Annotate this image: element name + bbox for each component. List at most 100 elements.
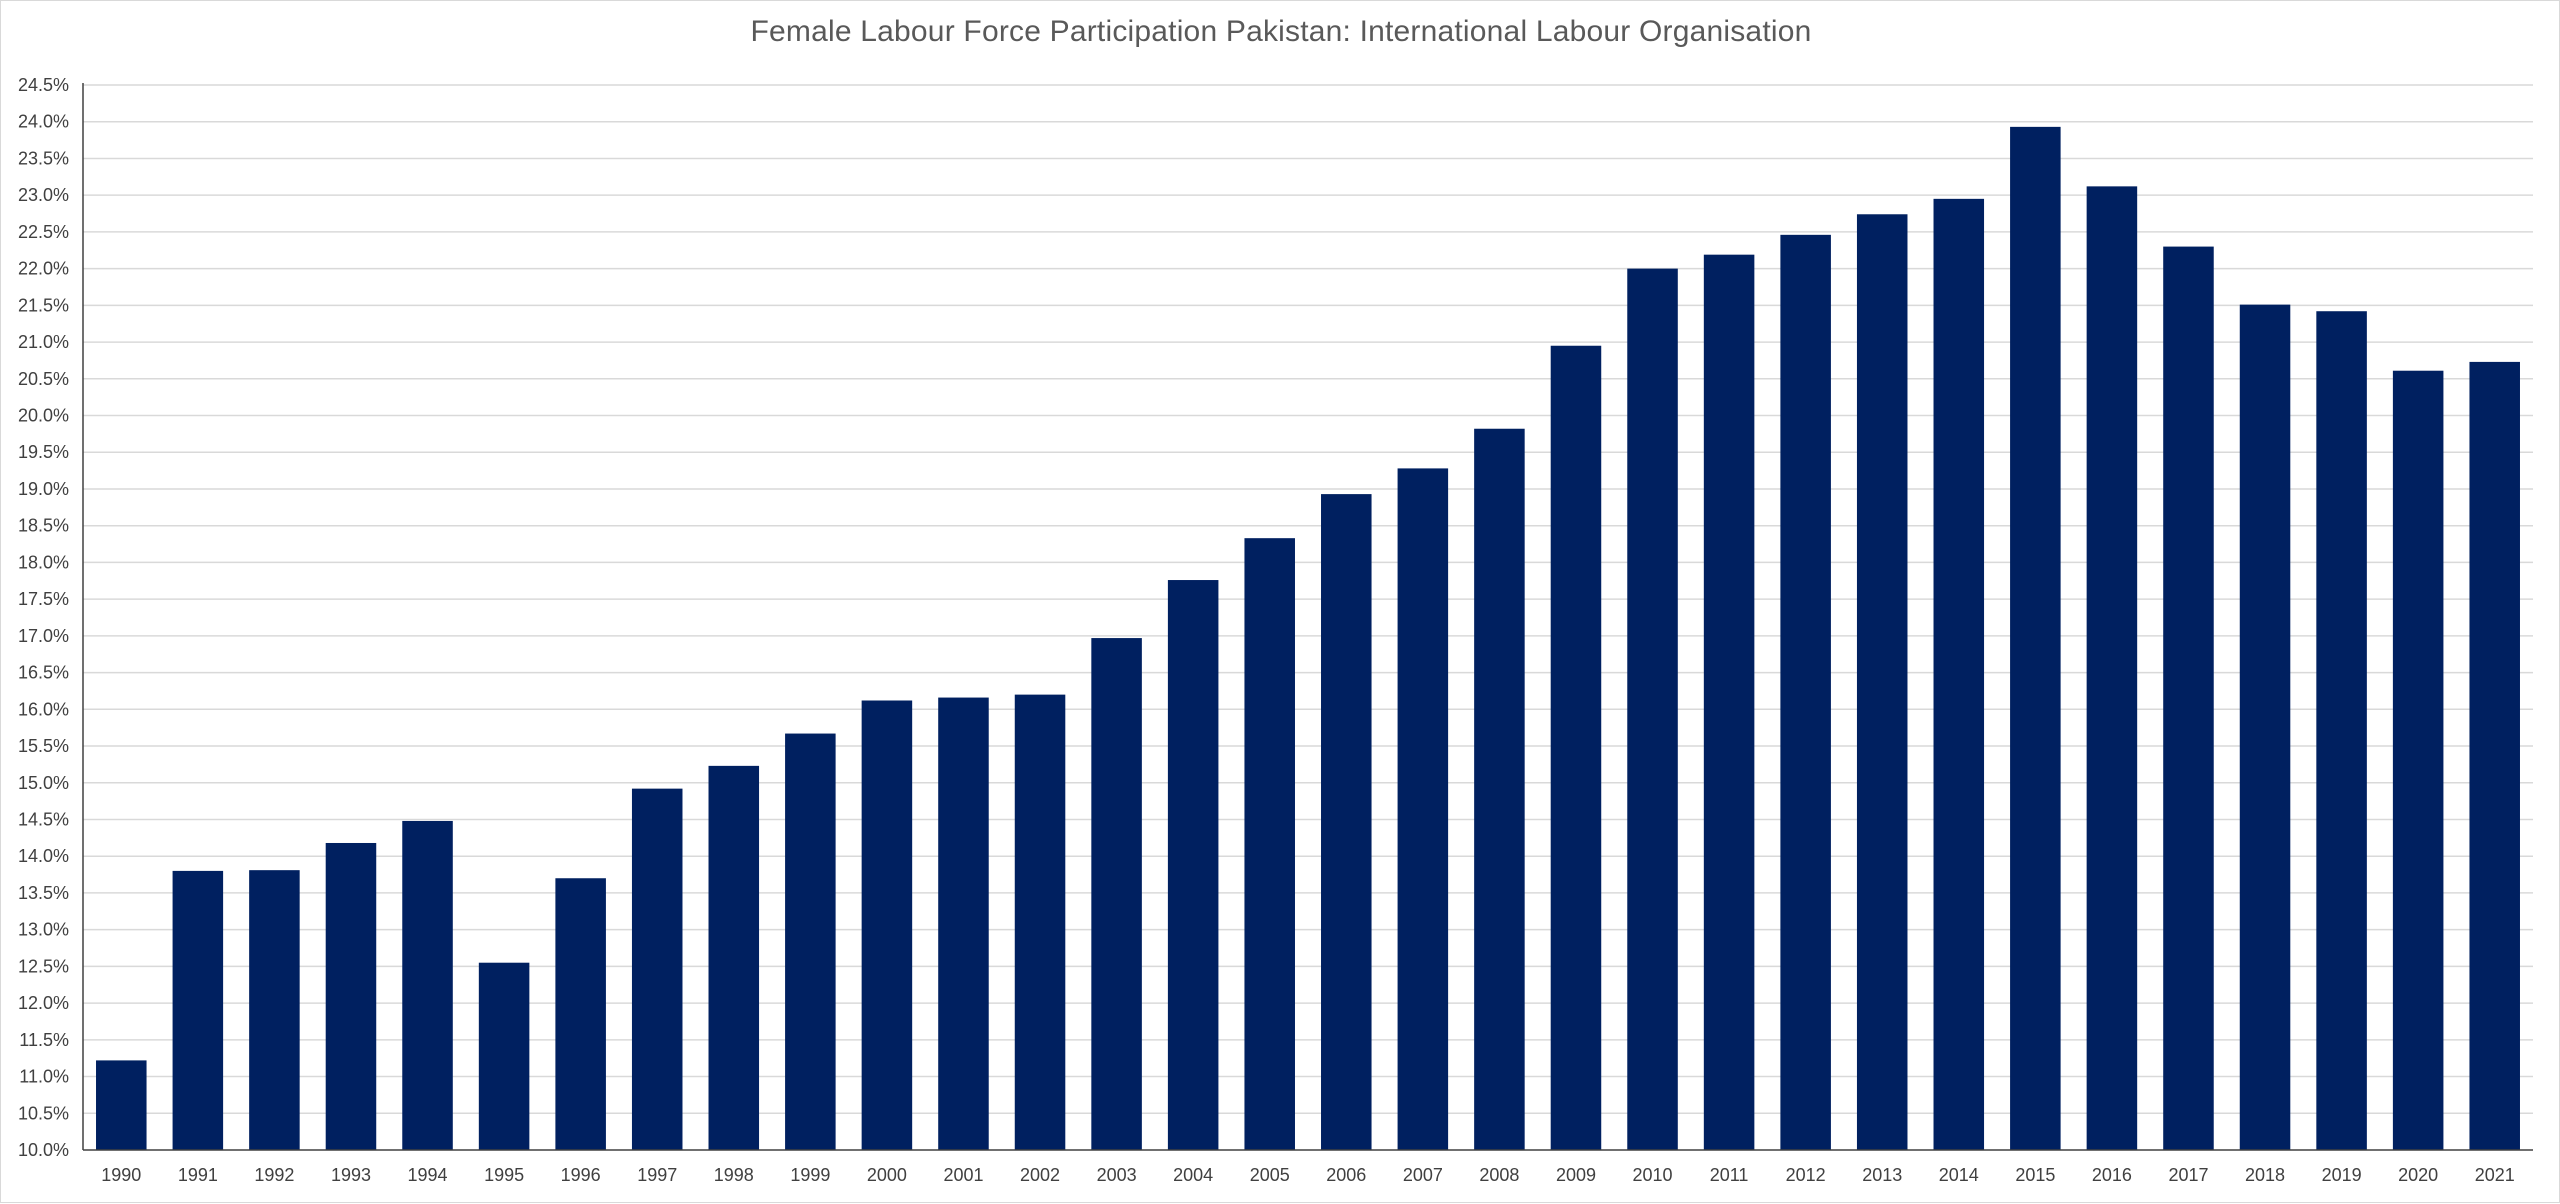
y-tick-label: 13.0% <box>18 920 69 940</box>
x-tick-label: 2012 <box>1786 1165 1826 1185</box>
bar-1993 <box>325 842 377 1150</box>
chart-title: Female Labour Force Participation Pakist… <box>750 15 1812 48</box>
y-tick-label: 20.0% <box>18 406 69 426</box>
bar-2011 <box>1703 254 1755 1150</box>
x-tick-label: 2020 <box>2398 1165 2438 1185</box>
x-tick-label: 2017 <box>2168 1165 2208 1185</box>
x-tick-label: 2014 <box>1939 1165 1979 1185</box>
bar-1991 <box>172 870 224 1150</box>
bar-1994 <box>402 820 453 1150</box>
bar-2019 <box>2316 311 2367 1150</box>
y-tick-label: 21.0% <box>18 332 69 352</box>
bar-2018 <box>2239 304 2291 1150</box>
y-tick-label: 20.5% <box>18 369 69 389</box>
x-tick-label: 2015 <box>2015 1165 2055 1185</box>
y-tick-label: 14.0% <box>18 846 69 866</box>
x-tick-label: 2009 <box>1556 1165 1596 1185</box>
y-tick-label: 10.5% <box>18 1103 69 1123</box>
x-tick-label: 1992 <box>254 1165 294 1185</box>
bar-1998 <box>708 765 760 1150</box>
y-tick-label: 15.0% <box>18 773 69 793</box>
y-tick-label: 23.0% <box>18 185 69 205</box>
y-tick-label: 24.5% <box>18 75 69 95</box>
bar-2002 <box>1014 694 1066 1150</box>
y-tick-label: 10.0% <box>18 1140 69 1160</box>
y-tick-label: 15.5% <box>18 736 69 756</box>
bar-2014 <box>1933 198 1985 1150</box>
bar-2003 <box>1091 638 1142 1150</box>
bar-2001 <box>938 697 989 1150</box>
x-tick-label: 2006 <box>1326 1165 1366 1185</box>
x-tick-label: 1990 <box>101 1165 141 1185</box>
x-tick-label: 2005 <box>1250 1165 1290 1185</box>
y-tick-label: 19.0% <box>18 479 69 499</box>
bar-2007 <box>1397 468 1449 1150</box>
x-tick-label: 2001 <box>943 1165 983 1185</box>
x-tick-label: 2003 <box>1097 1165 1137 1185</box>
x-tick-labels: 1990 1991 1992 1993 1994 1995 1996 1997 1998 1999… <box>101 1165 2514 1185</box>
bar-2010 <box>1627 268 1678 1150</box>
bar-1990 <box>96 1060 147 1150</box>
bar-2017 <box>2163 246 2214 1151</box>
bar-2015 <box>2010 126 2061 1150</box>
x-tick-label: 2016 <box>2092 1165 2132 1185</box>
bar-2016 <box>2086 186 2138 1150</box>
bar-1997 <box>631 788 683 1150</box>
bar-2009 <box>1550 345 1602 1150</box>
bar-1995 <box>478 962 530 1150</box>
y-tick-label: 18.5% <box>18 516 69 536</box>
x-tick-label: 2021 <box>2475 1165 2515 1185</box>
y-tick-label: 11.5% <box>19 1030 69 1050</box>
bar-2013 <box>1856 214 1908 1150</box>
x-tick-label: 1993 <box>331 1165 371 1185</box>
x-tick-label: 1997 <box>637 1165 677 1185</box>
x-tick-label: 2008 <box>1479 1165 1519 1185</box>
y-tick-label: 11.0% <box>19 1067 69 1087</box>
y-tick-label: 21.5% <box>18 295 69 315</box>
x-tick-label: 2011 <box>1710 1165 1749 1185</box>
x-tick-label: 2002 <box>1020 1165 1060 1185</box>
x-tick-label: 2007 <box>1403 1165 1443 1185</box>
bar-2021 <box>2469 361 2520 1150</box>
bar-2012 <box>1780 234 1831 1151</box>
x-tick-label: 2018 <box>2245 1165 2285 1185</box>
x-tick-label: 1994 <box>408 1165 448 1185</box>
x-tick-label: 2004 <box>1173 1165 1213 1185</box>
x-tick-label: 1996 <box>561 1165 601 1185</box>
y-tick-label: 17.0% <box>18 626 69 646</box>
x-tick-label: 1998 <box>714 1165 754 1185</box>
y-tick-label: 18.0% <box>18 552 69 572</box>
bar-2020 <box>2392 370 2444 1150</box>
y-tick-label: 24.0% <box>18 112 69 132</box>
y-tick-label: 17.5% <box>18 589 69 609</box>
bar-2006 <box>1321 494 1372 1150</box>
y-tick-label: 16.5% <box>18 663 69 683</box>
bar-2008 <box>1474 428 1525 1151</box>
y-tick-label: 19.5% <box>18 442 69 462</box>
y-tick-label: 12.0% <box>18 993 69 1013</box>
x-tick-label: 2019 <box>2322 1165 2362 1185</box>
bar-2004 <box>1167 580 1219 1150</box>
bar-2005 <box>1244 538 1295 1150</box>
y-tick-label: 23.5% <box>18 148 69 168</box>
y-tick-label: 13.5% <box>18 883 69 903</box>
x-tick-label: 1995 <box>484 1165 524 1185</box>
x-tick-label: 2013 <box>1862 1165 1902 1185</box>
x-tick-label: 2000 <box>867 1165 907 1185</box>
x-tick-label: 1991 <box>178 1165 218 1185</box>
y-tick-label: 22.0% <box>18 259 69 279</box>
x-tick-label: 2010 <box>1633 1165 1673 1185</box>
y-tick-label: 12.5% <box>18 956 69 976</box>
y-tick-label: 22.5% <box>18 222 69 242</box>
y-tick-label: 14.5% <box>18 809 69 829</box>
bars <box>96 126 2520 1151</box>
axes <box>82 83 2533 1151</box>
y-tick-labels: 10.0% 10.5% 11.0% 11.5% 12.0% 12.5% 13.0% 13.5%… <box>18 75 69 1160</box>
bar-1999 <box>785 733 836 1150</box>
y-tick-label: 16.0% <box>18 699 69 719</box>
bar-1996 <box>555 878 606 1150</box>
bar-2000 <box>861 700 913 1150</box>
x-tick-label: 1999 <box>790 1165 830 1185</box>
